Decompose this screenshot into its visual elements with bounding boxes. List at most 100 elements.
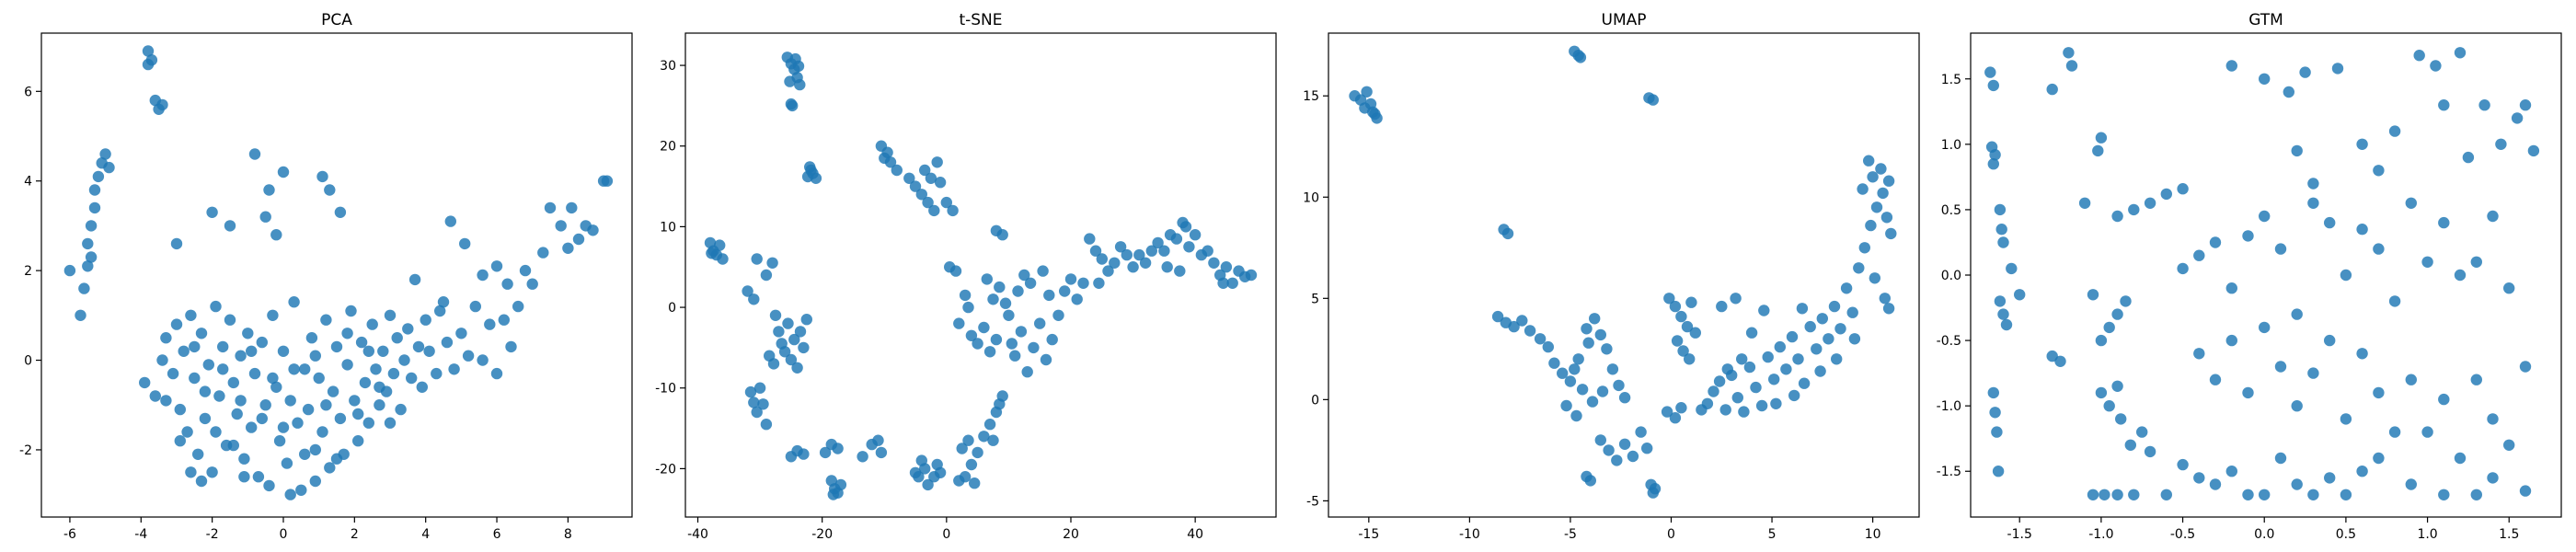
scatter-point xyxy=(2120,295,2132,307)
scatter-point xyxy=(1603,444,1615,456)
scatter-point xyxy=(1675,310,1687,323)
scatter-point xyxy=(267,309,279,321)
scatter-point xyxy=(1755,399,1768,412)
scatter-point xyxy=(934,177,947,189)
scatter-point xyxy=(748,293,760,305)
scatter-point xyxy=(760,269,773,282)
scatter-panel-tsne: t-SNE -40 -20 0 20 40 -20 -10 0 10 20 30 xyxy=(655,11,1277,542)
scatter-point xyxy=(145,53,158,66)
scatter-point xyxy=(484,318,496,330)
scatter-point xyxy=(1018,269,1030,282)
scatter-point xyxy=(345,305,357,317)
scatter-point xyxy=(2487,210,2499,223)
scatter-point xyxy=(2103,321,2115,334)
scatter-point xyxy=(1586,396,1599,408)
scatter-point xyxy=(299,363,311,375)
scatter-point xyxy=(751,406,763,419)
x-tick-label: 0.0 xyxy=(2254,527,2274,542)
scatter-point xyxy=(2519,99,2532,111)
x-tick-label: 2 xyxy=(351,527,359,542)
scatter-point xyxy=(85,251,98,263)
scatter-point xyxy=(2430,60,2442,72)
scatter-point xyxy=(798,448,810,460)
scatter-point xyxy=(773,326,785,338)
scatter-point xyxy=(505,340,517,353)
scatter-point xyxy=(2259,210,2271,223)
scatter-point xyxy=(1043,289,1055,302)
scatter-point xyxy=(384,417,397,429)
scatter-point xyxy=(455,328,467,339)
scatter-point xyxy=(1991,426,2003,438)
scatter-point xyxy=(1858,242,1871,254)
scatter-point xyxy=(1669,300,1682,313)
scatter-point xyxy=(1572,353,1584,365)
scatter-point xyxy=(202,359,214,371)
scatter-point xyxy=(1093,277,1105,289)
scatter-point xyxy=(788,333,800,346)
scatter-point xyxy=(1685,296,1697,308)
scatter-point xyxy=(2454,452,2467,465)
scatter-point xyxy=(1857,183,1869,195)
scatter-point xyxy=(408,273,421,286)
scatter-point xyxy=(1758,305,1770,316)
scatter-point xyxy=(1015,326,1028,338)
scatter-point xyxy=(85,220,98,232)
scatter-point xyxy=(2291,144,2303,157)
scatter-point xyxy=(1161,261,1173,273)
scatter-point xyxy=(1557,367,1569,379)
scatter-point xyxy=(1174,265,1186,277)
scatter-point xyxy=(959,471,972,483)
scatter-point xyxy=(1127,261,1139,273)
scatter-point xyxy=(526,278,538,290)
scatter-point xyxy=(2356,224,2368,236)
scatter-point xyxy=(872,434,884,446)
scatter-point xyxy=(987,434,999,446)
scatter-point xyxy=(1613,379,1625,392)
scatter-point xyxy=(2160,489,2172,500)
scatter-point xyxy=(267,372,279,385)
scatter-point xyxy=(1359,102,1371,114)
scatter-point xyxy=(909,180,922,192)
scatter-point xyxy=(1071,293,1083,305)
y-tick-label: -0.5 xyxy=(1937,334,1961,349)
scatter-point xyxy=(1189,229,1202,241)
scatter-point xyxy=(2242,230,2254,242)
scatter-point xyxy=(2111,308,2123,320)
scatter-point xyxy=(1635,426,1647,438)
scatter-point xyxy=(82,237,94,250)
scatter-point xyxy=(2193,249,2205,261)
scatter-point xyxy=(972,338,983,350)
x-tick-label: 8 xyxy=(564,527,572,542)
scatter-point xyxy=(1816,313,1829,325)
scatter-point xyxy=(139,376,151,389)
axes-frame xyxy=(1970,32,2562,518)
scatter-point xyxy=(63,264,76,277)
scatter-point xyxy=(805,164,817,177)
scatter-point xyxy=(706,247,718,259)
scatter-point xyxy=(88,184,101,196)
scatter-point xyxy=(766,257,778,269)
scatter-point xyxy=(1534,333,1547,345)
scatter-point xyxy=(227,376,239,389)
scatter-point xyxy=(256,336,268,349)
scatter-point xyxy=(362,417,374,429)
scatter-point xyxy=(355,336,368,349)
scatter-point xyxy=(2095,334,2108,347)
scatter-point xyxy=(1596,385,1609,397)
scatter-point xyxy=(1202,245,1213,257)
scatter-point xyxy=(2462,151,2475,164)
scatter-point xyxy=(341,359,353,371)
scatter-point xyxy=(2124,439,2136,451)
scatter-point xyxy=(295,484,307,496)
scatter-point xyxy=(423,345,435,357)
scatter-point xyxy=(1109,257,1121,269)
scatter-point xyxy=(2519,485,2532,497)
scatter-point xyxy=(330,340,343,353)
scatter-point xyxy=(2487,413,2499,425)
scatter-point xyxy=(800,314,812,326)
y-tick-label: 6 xyxy=(24,85,32,99)
scatter-point xyxy=(1762,351,1774,363)
scatter-point xyxy=(2324,216,2336,229)
points-group xyxy=(1349,45,1897,499)
scatter-point xyxy=(370,363,382,375)
